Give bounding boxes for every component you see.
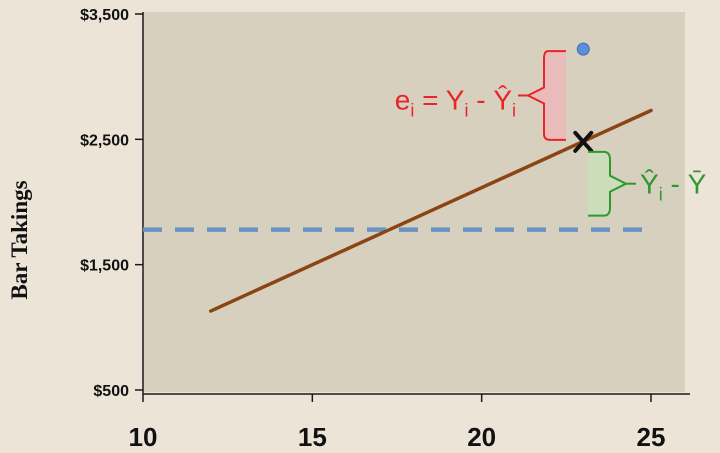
x-tick-label: 10 <box>129 422 158 452</box>
y-tick-label: $1,500 <box>80 258 129 275</box>
x-tick-label: 20 <box>467 422 496 452</box>
y-tick-label: $2,500 <box>80 132 129 149</box>
regression-line <box>208 108 653 313</box>
explained-label: Ŷi - Ȳ <box>640 169 707 205</box>
observed-point <box>576 42 590 56</box>
y-axis-label: Bar Takings <box>7 180 32 299</box>
x-tick-label: 25 <box>637 422 666 452</box>
x-tick-label: 15 <box>298 422 327 452</box>
y-tick-label: $3,500 <box>80 7 129 24</box>
y-tick-label: $500 <box>93 383 129 400</box>
residual-label: ei = Yi - Ŷi <box>395 84 516 120</box>
predicted-point <box>573 130 594 153</box>
